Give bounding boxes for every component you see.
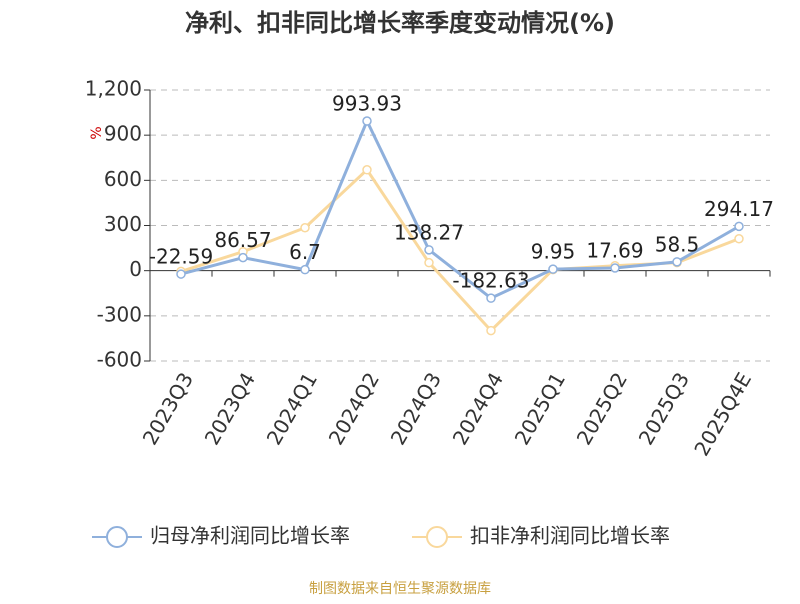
point [734, 233, 744, 244]
source-note: 制图数据来自恒生聚源数据库 [309, 581, 491, 597]
point [486, 293, 496, 303]
y-tick-label: 900 [104, 122, 142, 146]
x-tick-label: 2025Q4E [689, 368, 756, 460]
y-axis-label: % [89, 126, 105, 139]
data-label: 993.93 [332, 92, 402, 116]
data-label: -182.63 [452, 269, 529, 293]
x-tick-label: 2023Q3 [138, 368, 198, 449]
point [362, 165, 372, 175]
data-label: 294.17 [704, 197, 774, 221]
x-tick-label: 2024Q1 [262, 368, 322, 449]
legend-marker [106, 526, 128, 548]
point [300, 223, 310, 233]
point [238, 252, 248, 263]
point [672, 257, 682, 267]
legend-label: 归母净利润同比增长率 [150, 524, 350, 548]
data-label: 138.27 [394, 220, 464, 244]
series-line [180, 117, 740, 300]
x-tick-label: 2025Q2 [572, 368, 632, 449]
chart-title: 净利、扣非同比增长率季度变动情况(%) [185, 9, 615, 37]
x-tick-label: 2024Q3 [386, 368, 446, 449]
point [300, 264, 310, 275]
point [424, 257, 434, 268]
point [610, 263, 620, 273]
y-tick-label: -600 [97, 348, 142, 372]
data-label: 9.95 [531, 240, 576, 264]
point [424, 245, 434, 255]
data-label: 17.69 [586, 239, 643, 263]
data-label: 86.57 [214, 228, 271, 252]
legend-label: 扣非净利润同比增长率 [470, 524, 670, 548]
data-label: 58.5 [655, 232, 700, 256]
point [734, 221, 744, 232]
data-label: 6.7 [289, 240, 321, 264]
point [362, 116, 372, 126]
point [486, 325, 496, 336]
data-label: -22.59 [149, 245, 213, 269]
x-tick-label: 2024Q4 [448, 368, 508, 449]
x-tick-label: 2023Q4 [200, 368, 260, 449]
x-tick-label: 2025Q1 [510, 368, 570, 449]
point [548, 264, 558, 274]
x-tick-label: 2025Q3 [634, 368, 694, 449]
legend-marker [426, 526, 448, 548]
y-tick-label: -300 [97, 302, 142, 326]
point [176, 269, 186, 279]
y-tick-label: 0 [129, 257, 142, 281]
x-tick-label: 2024Q2 [324, 368, 384, 449]
y-tick-label: 600 [104, 167, 142, 191]
y-tick-label: 1,200 [85, 77, 142, 101]
y-tick-label: 300 [104, 212, 142, 236]
